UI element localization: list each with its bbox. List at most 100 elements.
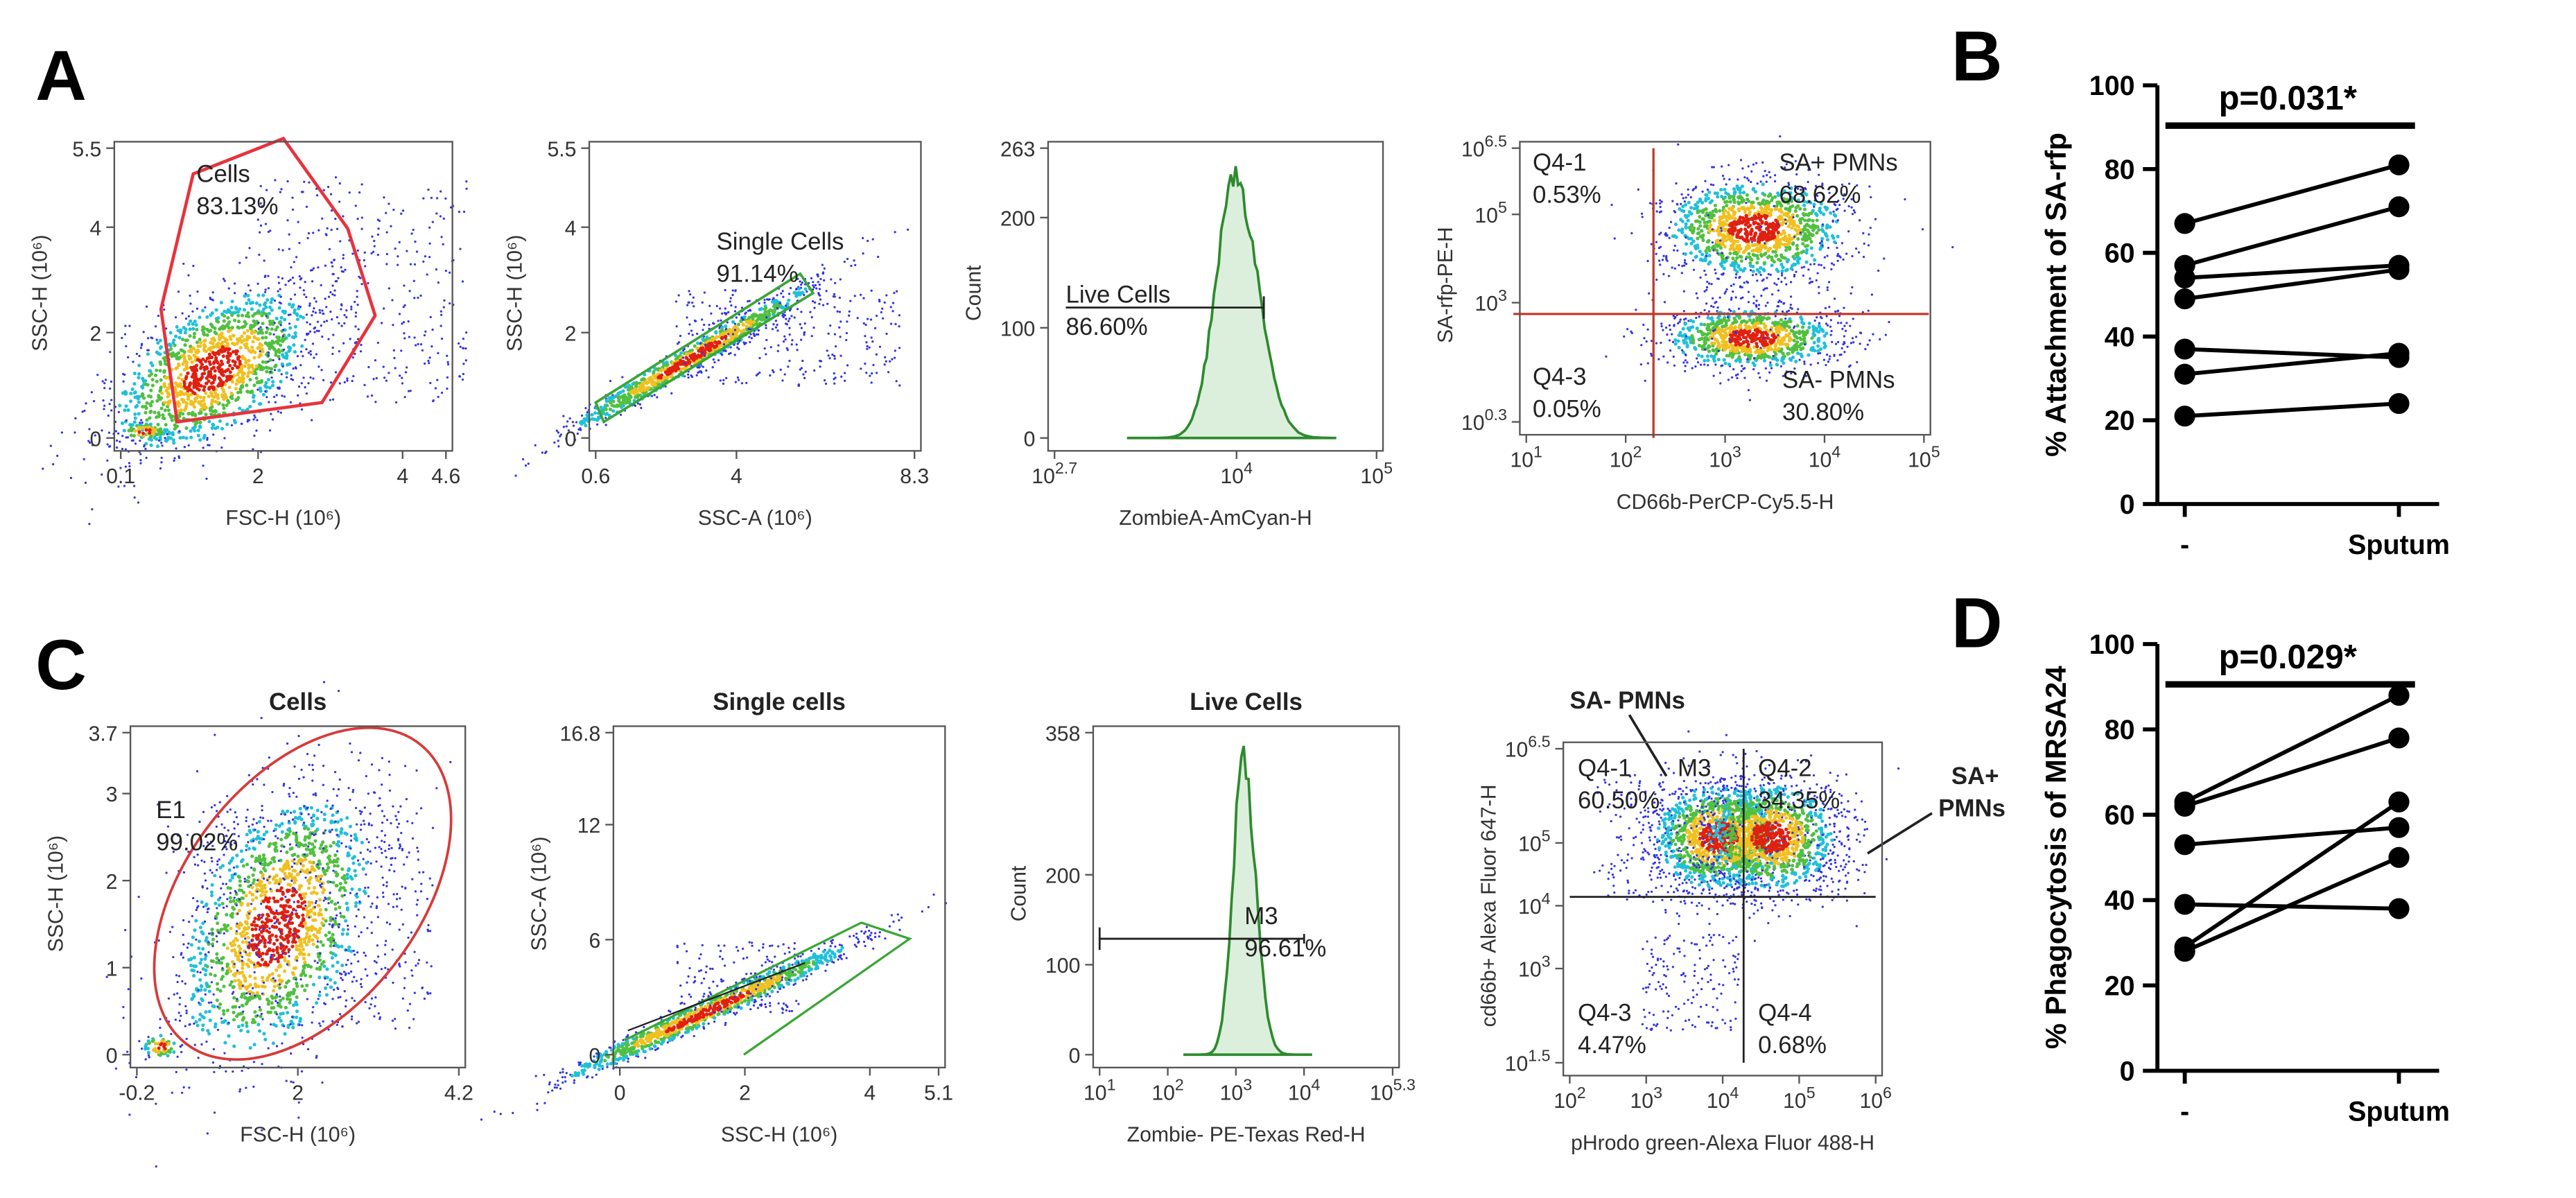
event-dot: [1803, 361, 1806, 363]
event-dot: [828, 357, 831, 360]
event-dot: [266, 326, 268, 329]
event-dot: [885, 332, 888, 336]
event-dot: [189, 302, 192, 305]
event-dot: [1771, 250, 1775, 254]
event-dot: [1775, 254, 1779, 258]
event-dot: [283, 395, 286, 398]
event-dot: [139, 423, 143, 427]
event-dot: [1798, 220, 1803, 225]
event-dot: [776, 306, 778, 310]
event-dot: [734, 381, 738, 383]
event-dot: [1673, 324, 1676, 327]
event-dot: [894, 349, 896, 352]
event-dot: [702, 365, 704, 368]
event-dot: [590, 417, 595, 421]
event-dot: [171, 431, 175, 435]
event-dot: [1768, 363, 1773, 367]
event-dot: [783, 314, 787, 317]
event-dot: [125, 419, 128, 422]
event-dot: [342, 215, 345, 218]
event-dot: [1655, 252, 1657, 255]
event-dot: [309, 269, 313, 272]
event-dot: [780, 292, 783, 295]
event-dot: [124, 404, 128, 408]
event-dot: [219, 359, 223, 363]
event-dot: [1773, 347, 1777, 351]
event-dot: [338, 382, 341, 385]
event-dot: [409, 263, 412, 266]
event-dot: [388, 372, 390, 374]
event-dot: [338, 182, 341, 185]
event-dot: [159, 378, 163, 382]
event-dot: [191, 327, 195, 331]
event-dot: [1691, 189, 1694, 191]
event-dot: [846, 320, 848, 323]
event-dot: [307, 351, 311, 354]
event-dot: [790, 343, 793, 346]
event-dot: [383, 307, 385, 310]
event-dot: [257, 402, 261, 406]
event-dot: [1846, 345, 1849, 348]
event-dot: [579, 427, 582, 430]
event-dot: [789, 286, 792, 290]
event-dot: [1698, 224, 1703, 228]
event-dot: [240, 422, 243, 425]
event-dot: [261, 307, 266, 311]
event-dot: [1650, 243, 1653, 245]
event-dot: [745, 324, 749, 329]
event-dot: [1709, 304, 1713, 308]
event-dot: [403, 332, 406, 335]
event-dot: [293, 308, 297, 312]
event-dot: [799, 323, 801, 326]
event-dot: [605, 412, 609, 416]
event-dot: [333, 294, 336, 297]
event-dot: [427, 359, 430, 363]
event-dot: [254, 376, 259, 381]
event-dot: [306, 321, 308, 324]
event-dot: [1712, 297, 1714, 300]
event-dot: [875, 353, 878, 356]
event-dot: [102, 399, 105, 402]
event-dot: [309, 376, 312, 379]
event-dot: [156, 444, 160, 449]
event-dot: [308, 330, 312, 333]
event-dot: [773, 304, 778, 309]
event-dot: [864, 335, 867, 338]
event-dot: [1708, 200, 1712, 205]
event-dot: [330, 209, 333, 212]
event-dot: [1803, 363, 1806, 365]
event-dot: [208, 362, 212, 366]
event-dot: [1694, 254, 1698, 259]
event-dot: [267, 287, 270, 290]
event-dot: [234, 398, 238, 402]
event-dot: [181, 338, 185, 342]
event-dot: [795, 343, 798, 346]
event-dot: [157, 439, 161, 442]
event-dot: [216, 425, 220, 429]
event-dot: [1883, 257, 1886, 260]
event-dot: [737, 379, 740, 381]
event-dot: [299, 286, 302, 289]
event-dot: [864, 323, 867, 327]
event-dot: [237, 376, 241, 380]
event-dot: [1716, 339, 1720, 343]
event-dot: [1709, 183, 1712, 186]
event-dot: [338, 322, 340, 325]
event-dot: [1699, 257, 1703, 261]
event-dot: [576, 432, 579, 435]
event-dot: [164, 423, 168, 427]
event-dot: [659, 369, 663, 373]
event-dot: [148, 422, 153, 426]
event-dot: [331, 346, 334, 349]
event-dot: [1686, 214, 1690, 218]
event-dot: [398, 313, 401, 315]
event-dot: [1685, 340, 1689, 345]
event-dot: [1820, 236, 1825, 241]
event-dot: [259, 326, 262, 329]
event-dot: [741, 323, 745, 327]
event-dot: [1719, 382, 1722, 385]
event-dot: [192, 264, 195, 268]
event-dot: [388, 287, 390, 290]
event-dot: [1698, 215, 1702, 219]
event-dot: [653, 394, 656, 397]
